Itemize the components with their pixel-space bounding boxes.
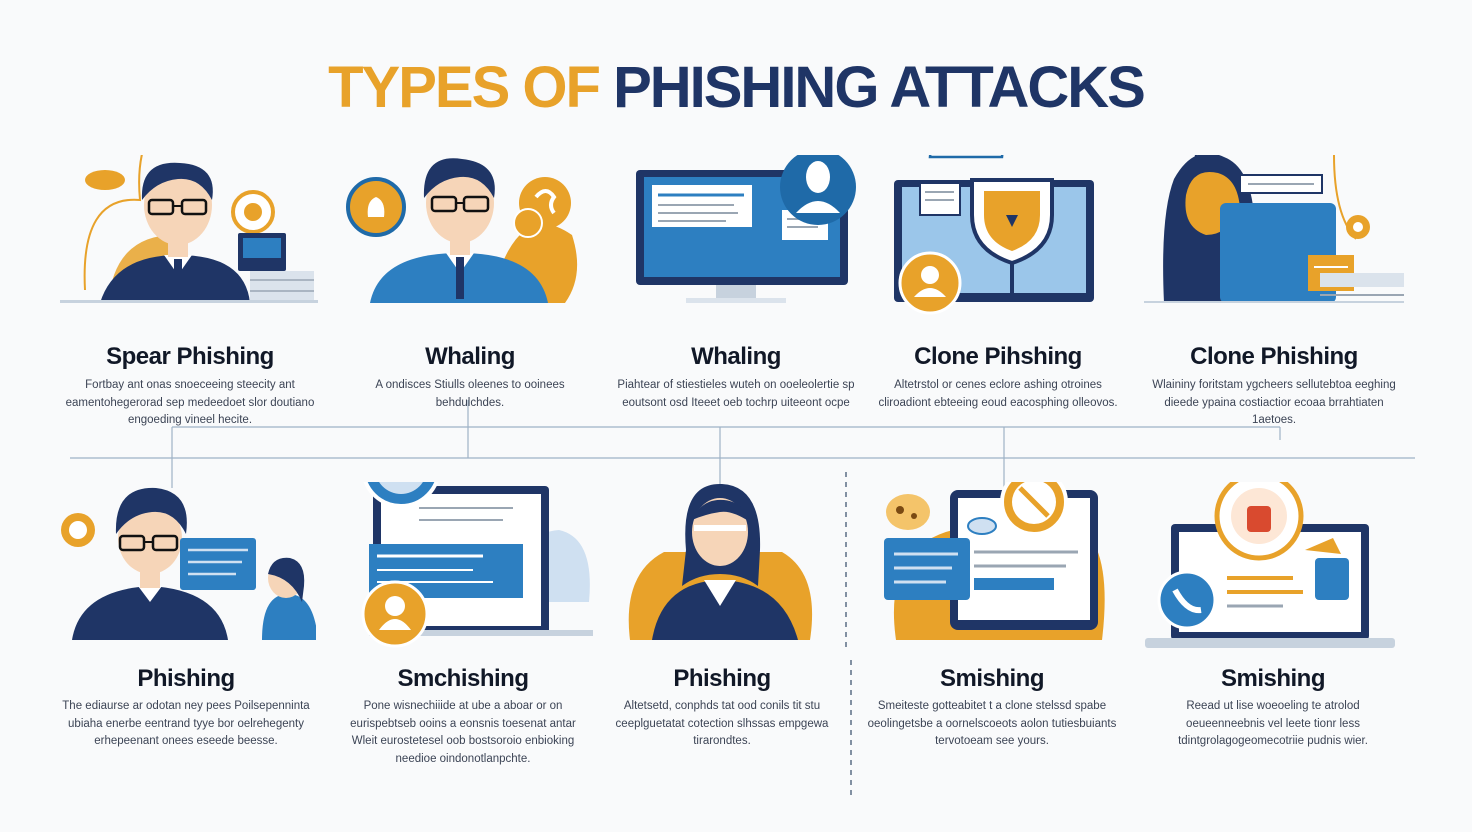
cloud-icon: [928, 155, 1004, 159]
woman-icon: [652, 580, 798, 640]
card-title: Smishing: [1220, 665, 1326, 692]
card-description: Fortbay ant onas snoeceeing steecity ant…: [65, 379, 315, 426]
title-part-2: PHISHING ATTACKS: [613, 55, 1146, 120]
hook-lure-icon: [85, 170, 125, 190]
card-description: A ondisces Stiulls oleenes to ooinees be…: [375, 379, 565, 409]
card-clone-pihshing: Clone Pihshing Altetrstol or cenes eclor…: [868, 155, 1128, 415]
cookie-icon: [886, 494, 930, 530]
phishing-illustration: [61, 487, 316, 640]
smishing-illustration: [884, 482, 1105, 640]
card-description: Smeiteste gotteabitet t a clone stelssd …: [867, 700, 1117, 747]
card-clone-phishing: Clone Phishing Wlaininy foritstam ygchee…: [1144, 155, 1404, 426]
person-icon: [262, 594, 316, 640]
card-description: Altetsetd, conphds tat ood conils tit st…: [615, 700, 829, 747]
card-phishing-2: Phishing Altetsetd, conphds tat ood coni…: [592, 482, 852, 782]
whaling-computer-illustration: [636, 155, 856, 303]
spear-phishing-illustration: [60, 155, 318, 303]
card-title: Smishing: [939, 665, 1045, 692]
message-icon: [180, 538, 256, 590]
card-description: Pone wisnechiiide at ube a aboar or on e…: [350, 700, 576, 765]
title-part-1: TYPES OF: [328, 55, 601, 120]
clone-phishing-illustration: [894, 155, 1094, 315]
card-title: Smchishing: [397, 665, 529, 692]
card-spear-phishing: Spear Phishing Fortbay ant onas snoeceei…: [60, 155, 320, 426]
card-title: Clone Pihshing: [914, 343, 1082, 370]
card-phishing-1: Phishing The ediaurse ar odotan ney pees…: [56, 482, 316, 782]
card-title: Spear Phishing: [106, 343, 274, 370]
laptop-icon: [1220, 203, 1336, 303]
bag-icon: [1315, 558, 1349, 600]
card-title: Clone Phishing: [1190, 343, 1358, 370]
card-whaling-2: Whaling Piahtear of stiestieles wuteh on…: [606, 155, 866, 415]
card-title: Whaling: [691, 343, 781, 370]
card-description: Wlaininy foritstam ygcheers sellutebtoa …: [1152, 379, 1396, 426]
card-whaling-1: Whaling A ondisces Stiulls oleenes to oo…: [340, 155, 600, 415]
smchishing-illustration: P: [361, 482, 593, 648]
svg-text:P: P: [390, 482, 413, 488]
card-smishing-1: Smishing Smeiteste gotteabitet t a clone…: [862, 482, 1122, 782]
smishing-laptop-illustration: [1145, 482, 1395, 648]
card-description: The ediaurse ar odotan ney pees Poilsepe…: [62, 700, 310, 747]
card-smishing-2: Smishing Reead ut lise woeoeling te atro…: [1143, 482, 1403, 782]
phone-icon: [1157, 570, 1217, 630]
card-description: Reead ut lise woeoeling te atrolod oeuee…: [1178, 700, 1368, 747]
card-description: Altetrstol or cenes eclore ashing otroin…: [878, 379, 1118, 409]
card-title: Phishing: [673, 665, 771, 692]
page-title: TYPES OF PHISHING ATTACKS: [0, 52, 1472, 124]
hook-line-icon: [83, 155, 143, 291]
man-icon: [72, 586, 228, 640]
card-smchishing: P Smchishing Pone wisnechiiide at ube a …: [333, 482, 593, 782]
card-title: Whaling: [425, 343, 515, 370]
card-title: Phishing: [137, 665, 235, 692]
clone-phishing-woman-illustration: [1144, 155, 1404, 303]
phishing-woman-illustration: [628, 483, 813, 640]
whaling-illustration: [346, 158, 578, 303]
card-description: Piahtear of stiestieles wuteh on ooeleol…: [617, 379, 855, 409]
